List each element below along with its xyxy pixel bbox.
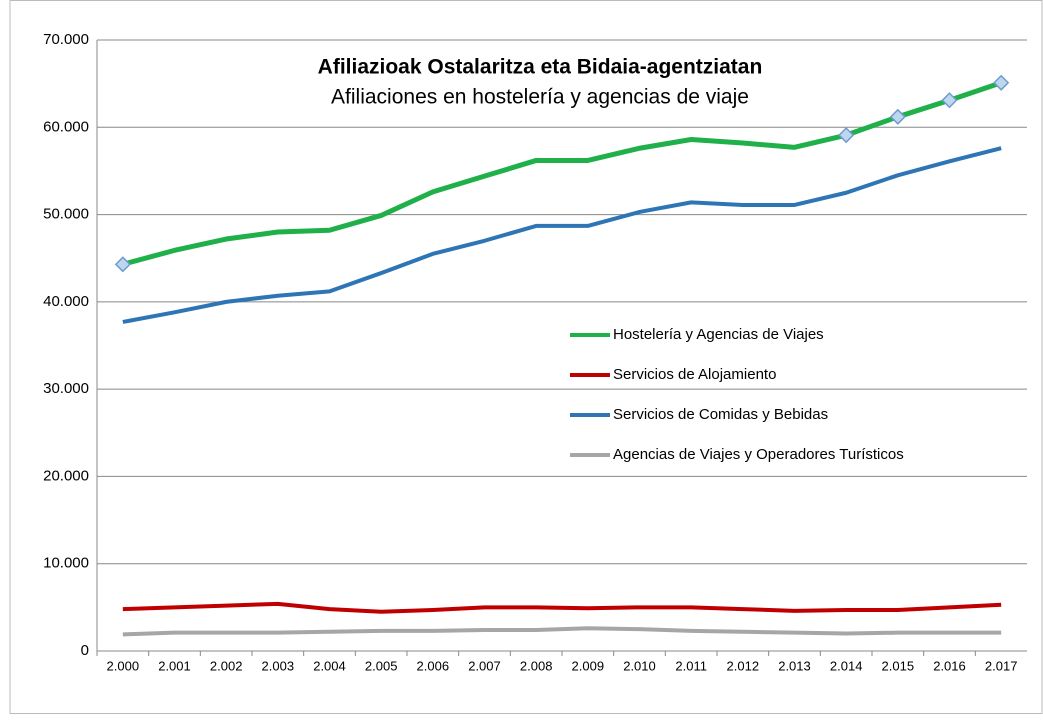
chart-subtitle: Afiliaciones en hostelería y agencias de… <box>331 86 749 109</box>
y-tick-label: 40.000 <box>43 293 89 310</box>
legend-label: Servicios de Comidas y Bebidas <box>613 406 828 423</box>
y-tick-label: 60.000 <box>43 118 89 135</box>
y-tick-label: 0 <box>81 642 89 659</box>
x-tick-label: 2.014 <box>830 658 863 673</box>
point-marker <box>889 108 906 125</box>
x-tick-label: 2.017 <box>985 658 1018 673</box>
point-marker <box>941 92 958 109</box>
point-marker <box>993 74 1010 91</box>
legend-label: Agencias de Viajes y Operadores Turístic… <box>613 446 904 463</box>
x-tick-label: 2.005 <box>365 658 398 673</box>
x-tick-label: 2.006 <box>417 658 450 673</box>
point-marker <box>114 256 131 273</box>
series-line <box>122 601 1002 614</box>
x-tick-label: 2.000 <box>107 658 140 673</box>
x-tick-label: 2.001 <box>158 658 191 673</box>
x-tick-label: 2.003 <box>262 658 295 673</box>
x-tick-label: 2.008 <box>520 658 553 673</box>
y-tick-label: 70.000 <box>43 31 89 48</box>
point-marker <box>838 127 855 144</box>
y-tick-label: 10.000 <box>43 555 89 572</box>
y-tick-label: 30.000 <box>43 380 89 397</box>
chart-title: Afiliazioak Ostalaritza eta Bidaia-agent… <box>318 56 763 79</box>
legend-label: Hostelería y Agencias de Viajes <box>613 326 824 343</box>
legend-label: Servicios de Alojamiento <box>613 366 776 383</box>
x-tick-label: 2.011 <box>675 658 707 673</box>
x-tick-label: 2.015 <box>882 658 915 673</box>
x-tick-label: 2.009 <box>572 658 605 673</box>
x-tick-label: 2.013 <box>778 658 811 673</box>
x-tick-label: 2.012 <box>727 658 760 673</box>
series-line <box>122 146 1002 324</box>
x-tick-label: 2.016 <box>933 658 966 673</box>
series-line <box>122 80 1002 267</box>
x-tick-label: 2.002 <box>210 658 243 673</box>
x-tick-label: 2.010 <box>623 658 656 673</box>
y-tick-label: 50.000 <box>43 206 89 223</box>
y-tick-label: 20.000 <box>43 467 89 484</box>
series-line <box>122 626 1002 637</box>
x-tick-label: 2.007 <box>468 658 501 673</box>
x-tick-label: 2.004 <box>313 658 346 673</box>
chart-frame <box>9 0 1043 714</box>
